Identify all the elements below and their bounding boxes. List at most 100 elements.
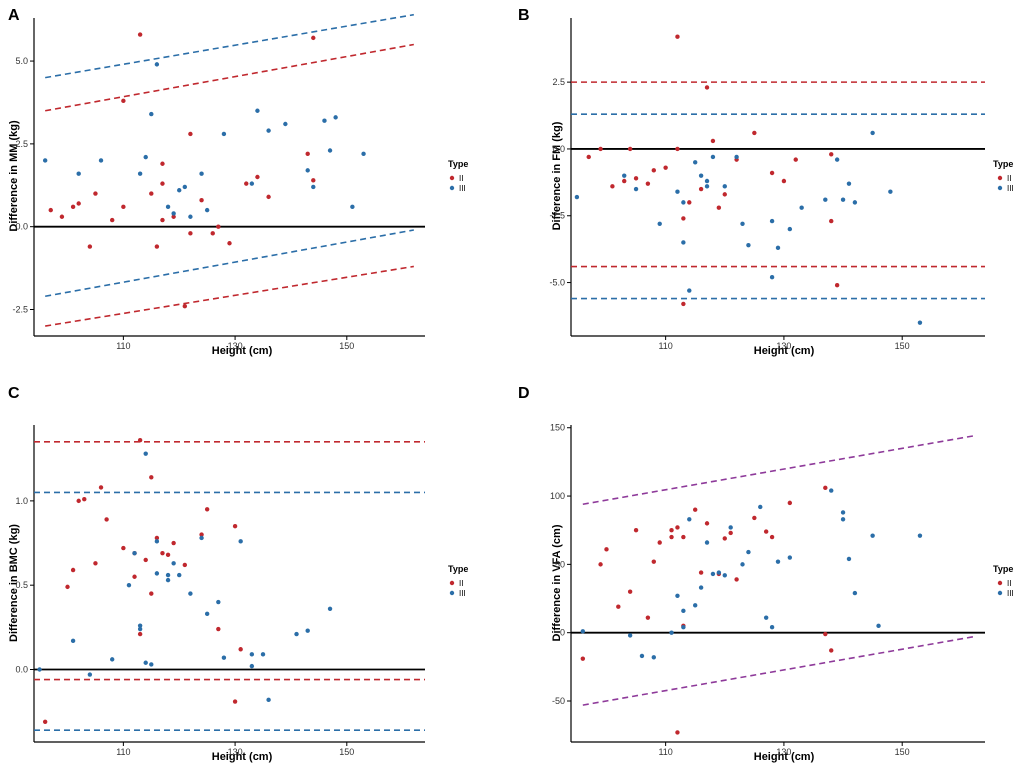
- panel-c-point-iii: [171, 561, 176, 566]
- panel-a-x-tick-label: 130: [228, 341, 243, 351]
- panel-d-point-iii: [775, 559, 781, 564]
- panel-a-point-ii: [188, 131, 193, 137]
- panel-c-point-ii: [42, 719, 48, 724]
- panel-d-point-ii: [657, 540, 662, 545]
- panel-d-ylabel: Difference in VFA (cm): [551, 524, 563, 641]
- panel-c-point-ii: [182, 562, 188, 568]
- panel-c-point-iii: [37, 667, 42, 672]
- panel-a-point-iii: [249, 181, 255, 186]
- panel-a-point-iii: [42, 158, 48, 163]
- panel-a-point-iii: [221, 131, 227, 137]
- panel-c-point-ii: [204, 507, 210, 512]
- panel-b-point-ii: [633, 176, 639, 181]
- panel-a-ylabel: Difference in MM (kg): [8, 120, 20, 232]
- panel-a-point-iii: [177, 188, 182, 193]
- panel-a-point-iii: [182, 184, 188, 190]
- panel-d-point-ii: [693, 507, 698, 512]
- panel-a-point-iii: [137, 171, 143, 176]
- panel-c-point-ii: [70, 567, 76, 573]
- panel-b-point-iii: [622, 173, 627, 178]
- panel-d-point-iii: [758, 504, 763, 510]
- panel-a-point-iii: [76, 171, 81, 176]
- panel-d-point-iii: [710, 571, 716, 577]
- panel-c-point-iii: [137, 626, 143, 632]
- panel-b-point-iii: [633, 186, 639, 192]
- panel-d-y-tick-label: -50: [552, 696, 565, 706]
- panel-a-point-iii: [361, 151, 366, 157]
- panel-b-point-iii: [704, 178, 710, 184]
- panel-a-point-ii: [121, 98, 126, 104]
- panel-a-point-ii: [70, 204, 76, 210]
- panel-d-legend-label-iii: III: [1007, 589, 1014, 598]
- panel-b-plot: 110 130 150 -5.0 -2.5 0.0 2.5: [549, 18, 985, 351]
- panel-d-point-iii: [740, 562, 745, 567]
- panel-b-point-iii: [823, 197, 828, 202]
- panel-c-y-tick-label: 0.5: [15, 580, 28, 590]
- panel-b-point-ii: [716, 205, 722, 210]
- panel-c-legend-marker-iii: [449, 590, 455, 596]
- panel-c-point-iii: [249, 652, 255, 657]
- panel-d-point-iii: [722, 573, 727, 578]
- panel-a-legend-marker-iii: [449, 185, 455, 191]
- panel-b-point-ii: [681, 301, 686, 307]
- panel-a-point-iii: [305, 168, 310, 173]
- panel-a-point-ii: [244, 181, 249, 186]
- panel-d-point-iii: [852, 590, 858, 596]
- panel-d-point-iii: [763, 615, 769, 620]
- panel-a-y-tick-label: 5.0: [15, 56, 28, 66]
- panel-d-point-ii: [627, 589, 633, 594]
- panel-c-point-iii: [294, 631, 299, 637]
- panel-a-y-tick-label: 0.0: [15, 222, 28, 232]
- panel-d-loa-line-loa: [582, 435, 974, 506]
- panel-c-plot: 110 130 150 0.0 0.5 1.0: [15, 425, 425, 757]
- panel-b-legend: Type II III: [993, 159, 1014, 193]
- panel-d-plot: 110 130 150 -50 0 50 100 150: [550, 423, 985, 757]
- panel-a-point-iii: [154, 62, 160, 67]
- panel-c-x-tick-label: 130: [228, 747, 243, 757]
- panel-c-point-ii: [104, 517, 109, 522]
- panel-b-point-iii: [799, 205, 804, 210]
- panel-d-point-iii: [687, 517, 692, 522]
- panel-b-y-tick-label: -5.0: [549, 278, 565, 288]
- panel-b-y-tick-label: 0.0: [552, 144, 565, 154]
- panel-a-point-iii: [143, 154, 148, 160]
- panel-d-point-ii: [616, 604, 621, 609]
- panel-d-y-tick-label: 0: [560, 628, 565, 638]
- panel-d-point-iii: [681, 625, 686, 630]
- panel-b-x-tick-label: 150: [895, 341, 910, 351]
- panel-c-point-iii: [126, 582, 132, 588]
- panel-d-point-iii: [681, 608, 686, 614]
- panel-c-point-ii: [199, 532, 204, 537]
- panel-b-point-ii: [622, 178, 627, 184]
- panel-c-point-ii: [132, 574, 137, 579]
- panel-b-point-iii: [870, 130, 875, 136]
- panel-d-point-ii: [823, 631, 828, 637]
- panel-a-x-tick-label: 150: [339, 341, 354, 351]
- panel-a-point-ii: [188, 231, 193, 236]
- panel-b-point-iii: [746, 242, 751, 248]
- panel-d-point-iii: [870, 533, 875, 538]
- panel-d-point-ii: [829, 648, 834, 653]
- panel-a-point-ii: [216, 224, 221, 229]
- panel-d-point-ii: [651, 559, 656, 564]
- panel-d-point-iii: [716, 570, 722, 575]
- panel-b-point-ii: [651, 168, 656, 173]
- panel-d-y-tick-label: 100: [550, 491, 565, 501]
- panel-c-point-ii: [82, 496, 87, 502]
- panel-a-point-ii: [154, 244, 160, 249]
- panel-c-point-iii: [154, 571, 160, 576]
- panel-b-point-ii: [586, 154, 591, 160]
- panel-d-point-iii: [840, 510, 846, 515]
- panel-c-point-ii: [143, 557, 148, 563]
- panel-b-point-ii: [627, 146, 633, 152]
- panel-d-legend-label-ii: II: [1007, 579, 1011, 588]
- panel-a-point-ii: [160, 161, 165, 166]
- panel-b-point-iii: [852, 200, 858, 205]
- panel-d-point-iii: [728, 525, 733, 530]
- panel-c-point-iii: [165, 572, 171, 578]
- panel-b-point-ii: [645, 181, 651, 186]
- panel-c-point-ii: [98, 485, 104, 490]
- panel-a-point-iii: [149, 111, 154, 117]
- panel-c-point-iii: [137, 623, 143, 628]
- panel-d-point-iii: [704, 540, 710, 545]
